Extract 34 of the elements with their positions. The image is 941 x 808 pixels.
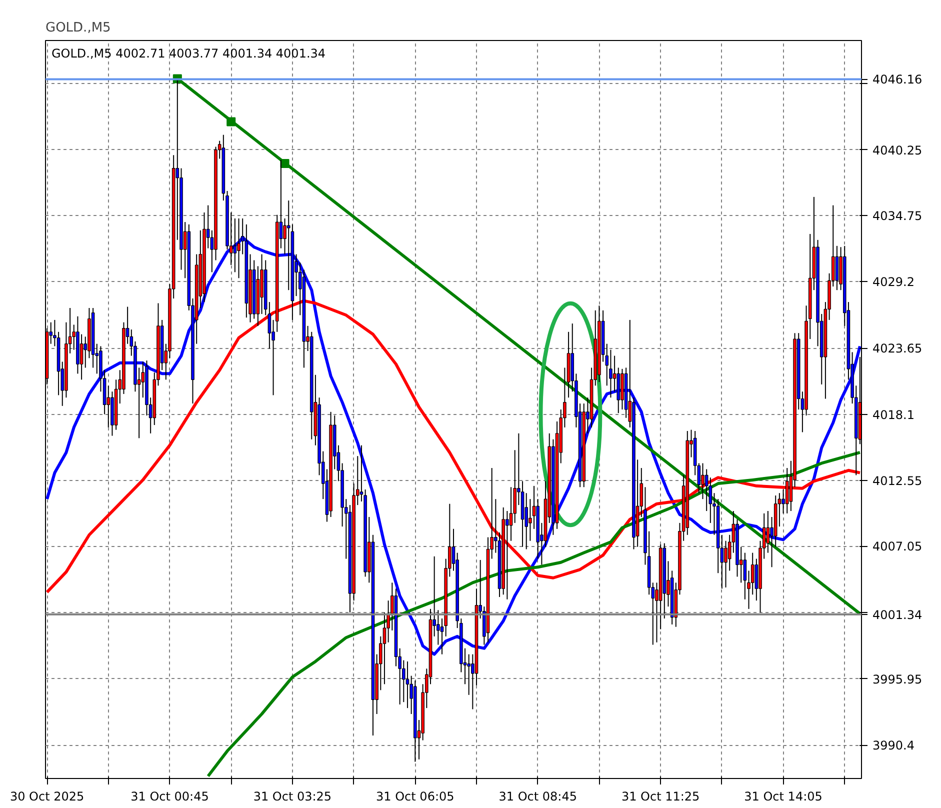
- ref-line-label: 4001.34: [872, 608, 922, 622]
- candlestick: [708, 477, 712, 524]
- text: GOLD.,M5 4002.71 4003.77 4001.34 4001.34: [52, 46, 326, 60]
- candlestick: [237, 218, 240, 279]
- x-tick-label: 31 Oct 03:25: [253, 790, 332, 804]
- x-tick-label: 30 Oct 2025: [10, 790, 84, 804]
- candlestick: [506, 510, 509, 600]
- x-tick-label: 31 Oct 11:25: [621, 790, 700, 804]
- y-tick-label: 4034.75: [872, 208, 922, 223]
- candlestick: [743, 552, 747, 600]
- x-tick-label: 31 Oct 00:45: [130, 790, 209, 804]
- candlestick: [704, 468, 708, 512]
- y-tick-label: 4007.05: [872, 540, 922, 554]
- x-tick-label: 31 Oct 06:05: [376, 790, 454, 804]
- point: [280, 159, 290, 168]
- chart-title: GOLD.,M5: [46, 20, 111, 36]
- ref-line-label: 4046.16: [872, 72, 922, 87]
- x-tick-label: 31 Oct 08:45: [498, 790, 577, 804]
- candlestick: [382, 612, 386, 685]
- y-tick-label: 3995.95: [872, 672, 922, 686]
- y-tick-label: 4012.55: [872, 474, 922, 488]
- candlestick: [835, 245, 839, 291]
- point: [226, 117, 236, 126]
- y-tick-label: 4029.2: [872, 275, 914, 290]
- y-tick-label: 3990.4: [872, 738, 914, 753]
- y-tick-label: 4018.1: [872, 408, 914, 422]
- candlestick: [406, 660, 410, 709]
- y-tick-label: 4040.25: [872, 143, 922, 158]
- candlestick: [80, 334, 84, 380]
- x-tick-label: 31 Oct 14:05: [744, 790, 822, 804]
- candlestick: [701, 462, 704, 500]
- candlestick: [766, 510, 770, 554]
- candlestick: [509, 486, 513, 542]
- y-tick-label: 4023.65: [872, 342, 922, 356]
